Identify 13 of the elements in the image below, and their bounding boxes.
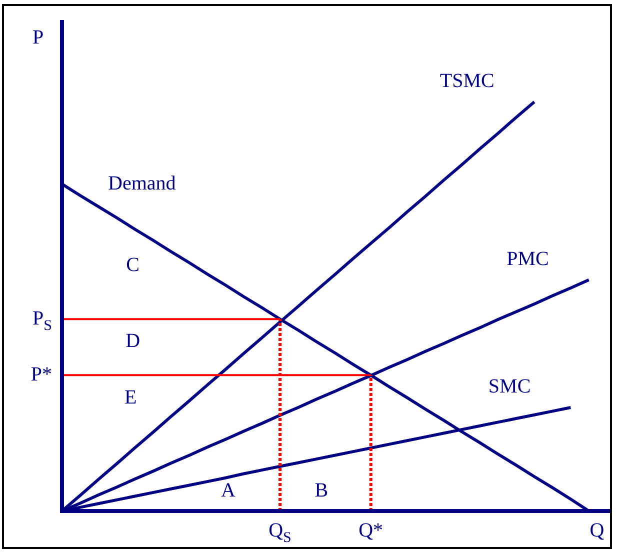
annotation: B bbox=[314, 480, 328, 502]
annotation: C bbox=[126, 254, 140, 276]
x-tick-label: Q* bbox=[358, 519, 384, 542]
annotation: D bbox=[126, 330, 140, 352]
series-label: TSMC bbox=[440, 70, 494, 92]
ref-line-label: P* bbox=[30, 363, 52, 386]
x-axis-title: Q bbox=[590, 519, 605, 542]
series-label: PMC bbox=[506, 248, 549, 270]
series-label: Demand bbox=[108, 172, 176, 194]
annotation: A bbox=[221, 480, 236, 502]
y-axis-title: P bbox=[32, 26, 44, 48]
annotation: E bbox=[124, 386, 137, 408]
series-label: SMC bbox=[488, 376, 531, 398]
